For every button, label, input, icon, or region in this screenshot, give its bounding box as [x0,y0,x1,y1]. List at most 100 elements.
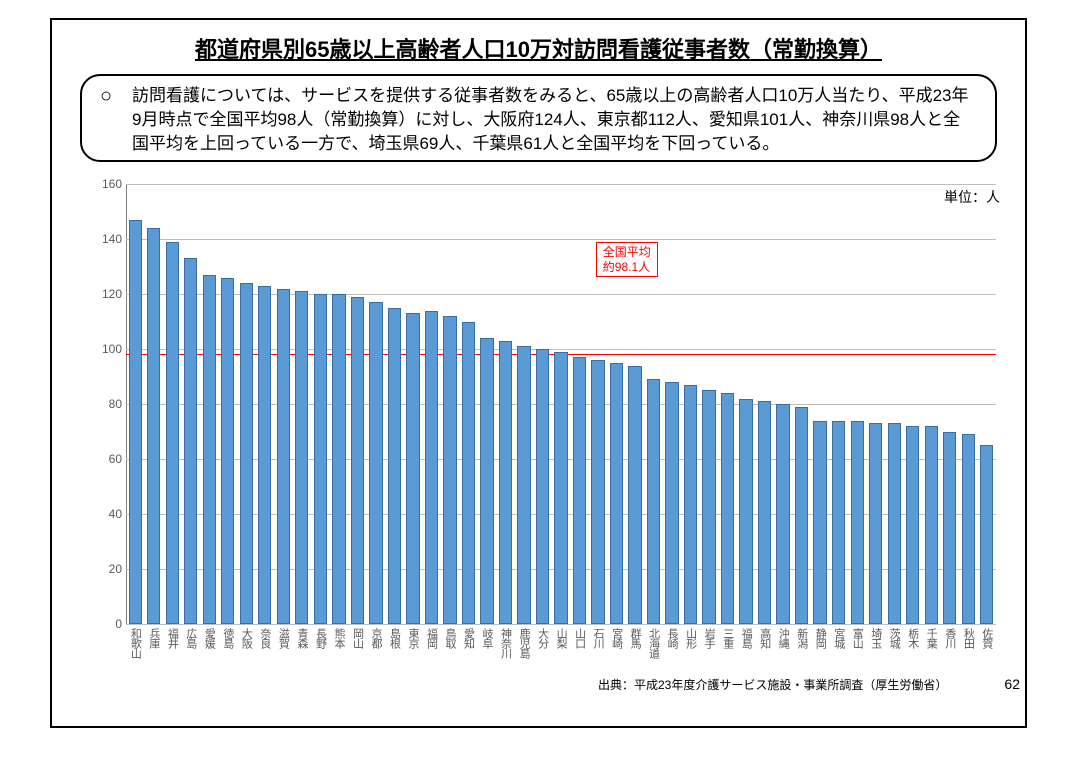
bar [702,390,715,624]
bar [591,360,604,624]
x-label: 兵庫 [148,628,160,648]
y-tick-label: 160 [92,177,122,191]
x-label: 長野 [314,628,326,648]
bar [166,242,179,624]
page-number: 62 [1004,676,1020,692]
bar [721,393,734,624]
bar [962,434,975,624]
bar [129,220,142,624]
bar [517,346,530,624]
bar [499,341,512,624]
x-label: 福岡 [425,628,437,648]
x-label: 福井 [166,628,178,648]
x-label: 岐阜 [481,628,493,648]
bar [240,283,253,624]
description-box: ○ 訪問看護については、サービスを提供する従事者数をみると、65歳以上の高齢者人… [80,74,997,162]
x-label: 東京 [407,628,419,648]
x-label: 埼玉 [870,628,882,648]
page-title: 都道府県別65歳以上高齢者人口10万対訪問看護従事者数（常勤換算） [0,32,1077,64]
x-label: 岩手 [703,628,715,648]
x-label: 高知 [759,628,771,648]
x-label: 愛媛 [203,628,215,648]
x-label: 山口 [574,628,586,648]
bar [295,291,308,624]
x-label: 福島 [740,628,752,648]
bar [776,404,789,624]
bar [425,311,438,625]
x-label: 佐賀 [981,628,993,648]
x-label: 香川 [944,628,956,648]
x-label: 奈良 [259,628,271,648]
source-label: 出典：平成23年度介護サービス施設・事業所調査（厚生労働省） [598,676,947,693]
bar [980,445,993,624]
x-label: 北海道 [648,628,660,658]
bar [943,432,956,625]
bars-container [126,184,996,624]
bar [628,366,641,625]
x-label: 京都 [370,628,382,648]
x-label: 大阪 [240,628,252,648]
bar [851,421,864,625]
bar [813,421,826,625]
bar [888,423,901,624]
x-label: 愛知 [462,628,474,648]
x-label: 青森 [296,628,308,648]
x-label: 和歌山 [129,628,141,658]
grid-line [126,624,996,625]
x-label: 千葉 [925,628,937,648]
bar [462,322,475,625]
bar [869,423,882,624]
bar [184,258,197,624]
x-label: 富山 [851,628,863,648]
plot-area: 020406080100120140160 全国平均 約98.1人 [126,184,996,624]
bar [739,399,752,625]
bar [610,363,623,624]
bar [443,316,456,624]
x-label: 新潟 [796,628,808,648]
bar [406,313,419,624]
bar [925,426,938,624]
bullet-circle: ○ [100,82,112,110]
x-label: 茨城 [888,628,900,648]
bar [554,352,567,624]
y-tick-label: 0 [92,617,122,631]
bar [388,308,401,624]
y-tick-label: 40 [92,507,122,521]
bar [351,297,364,624]
x-label: 徳島 [222,628,234,648]
x-label: 宮崎 [611,628,623,648]
bar [647,379,660,624]
bar [332,294,345,624]
bar [832,421,845,625]
bar [277,289,290,625]
x-label: 鹿児島 [518,628,530,658]
bar [480,338,493,624]
x-label: 滋賀 [277,628,289,648]
x-label: 神奈川 [499,628,511,658]
x-label: 秋田 [962,628,974,648]
y-tick-label: 120 [92,287,122,301]
x-label: 島根 [388,628,400,648]
x-label: 静岡 [814,628,826,648]
x-label: 宮城 [833,628,845,648]
bar [147,228,160,624]
x-label: 石川 [592,628,604,648]
y-tick-label: 100 [92,342,122,356]
bar [536,349,549,624]
x-label: 岡山 [351,628,363,648]
y-tick-label: 20 [92,562,122,576]
x-label: 熊本 [333,628,345,648]
y-tick-label: 60 [92,452,122,466]
chart-area: 単位：人 020406080100120140160 全国平均 約98.1人 和… [78,172,1000,700]
bar [314,294,327,624]
bar [795,407,808,624]
x-label: 広島 [185,628,197,648]
bar [221,278,234,625]
bar [203,275,216,624]
x-label: 栃木 [907,628,919,648]
y-tick-label: 140 [92,232,122,246]
bar [665,382,678,624]
x-label: 長崎 [666,628,678,648]
x-label: 大分 [536,628,548,648]
description-text: 訪問看護については、サービスを提供する従事者数をみると、65歳以上の高齢者人口1… [132,86,969,153]
